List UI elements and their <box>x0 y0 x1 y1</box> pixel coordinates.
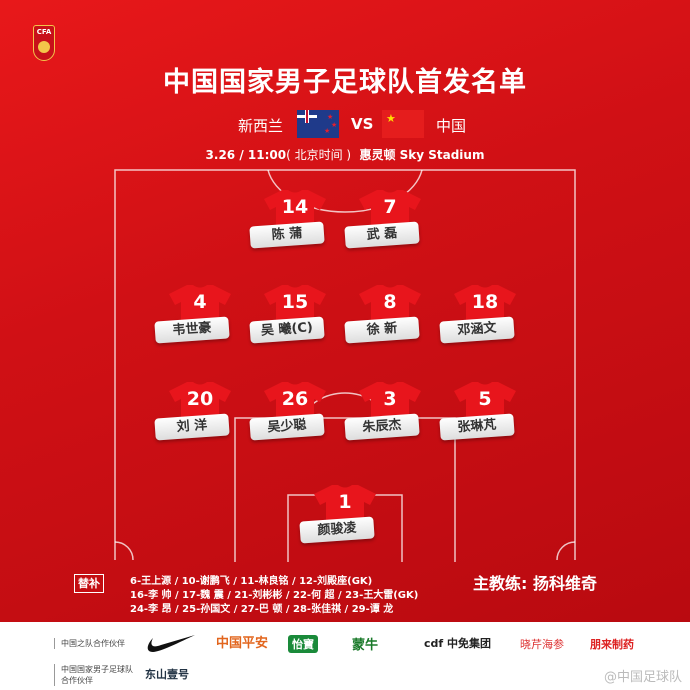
player-card: 1 颜骏凌 <box>299 485 390 555</box>
player-name: 武 磊 <box>344 221 420 249</box>
player-name: 吴少聪 <box>249 413 325 441</box>
player-number: 5 <box>478 388 492 410</box>
partner-label: 中国之队合作伙伴 <box>54 638 125 649</box>
player-name: 颜骏凌 <box>299 516 375 544</box>
player-number: 7 <box>383 196 397 218</box>
substitutes-label: 替补 <box>74 574 104 593</box>
sponsor-pingan: 中国平安 <box>216 636 269 651</box>
player-card: 8 徐 新 <box>344 285 435 355</box>
player-name: 韦世豪 <box>154 316 230 344</box>
player-name: 邓涵文 <box>439 316 515 344</box>
head-coach: 主教练: 扬科维奇 <box>473 574 597 593</box>
player-card: 15 吴 曦(C) <box>249 285 340 355</box>
sponsor-cbest: 怡寶 <box>288 635 318 653</box>
timezone: ( 北京时间 ) <box>286 148 352 162</box>
player-card: 20 刘 洋 <box>154 382 245 452</box>
sponsor-mengniu: 蒙牛 <box>352 638 379 653</box>
date-time: 3.26 / 11:00 <box>205 148 287 162</box>
player-card: 5 张琳芃 <box>439 382 530 452</box>
player-number: 26 <box>281 388 309 410</box>
substitutes-line: 16-李 帅 / 17-魏 震 / 21-刘彬彬 / 22-何 超 / 23-王… <box>130 590 419 601</box>
player-number: 15 <box>281 291 309 313</box>
substitutes-line: 6-王上源 / 10-谢鹏飞 / 11-林良铭 / 12-刘殿座(GK) <box>130 576 373 587</box>
match-header: 新西兰 ★ ★ ★ VS ★ 中国 <box>0 110 690 140</box>
player-number: 14 <box>281 196 309 218</box>
player-number: 1 <box>338 491 352 513</box>
substitutes-line: 24-李 昂 / 25-孙国文 / 27-巴 顿 / 28-张佳祺 / 29-谭… <box>130 604 394 615</box>
player-card: 18 邓涵文 <box>439 285 530 355</box>
player-name: 张琳芃 <box>439 413 515 441</box>
match-info: 3.26 / 11:00( 北京时间 ) 惠灵顿 Sky Stadium <box>0 146 690 163</box>
player-number: 18 <box>471 291 499 313</box>
player-name: 朱辰杰 <box>344 413 420 441</box>
sponsor-xiaoqin: 晓芹海参 <box>520 638 564 651</box>
player-card: 14 陈 蒲 <box>249 190 340 260</box>
player-card: 3 朱辰杰 <box>344 382 435 452</box>
cfa-logo: CFA <box>33 25 55 61</box>
partner-label: 中国国家男子足球队合作伙伴 <box>54 664 134 686</box>
away-team: 中国 <box>436 117 467 135</box>
sponsor-dongshan: 东山壹号 <box>145 668 189 681</box>
player-number: 8 <box>383 291 397 313</box>
sponsor-penglai: 朋来制药 <box>590 638 634 651</box>
player-card: 26 吴少聪 <box>249 382 340 452</box>
new-zealand-flag-icon: ★ ★ ★ <box>297 110 339 138</box>
china-flag-icon: ★ <box>382 110 424 138</box>
player-card: 4 韦世豪 <box>154 285 245 355</box>
player-number: 20 <box>186 388 214 410</box>
weibo-watermark: @中国足球队 <box>603 670 682 685</box>
player-name: 吴 曦(C) <box>249 316 325 344</box>
page-title: 中国国家男子足球队首发名单 <box>163 67 527 98</box>
pitch-lines <box>0 0 690 622</box>
nike-logo-icon <box>147 635 195 652</box>
player-number: 4 <box>193 291 207 313</box>
player-card: 7 武 磊 <box>344 190 435 260</box>
home-team: 新西兰 <box>238 117 284 135</box>
player-number: 3 <box>383 388 397 410</box>
sponsor-cdf: cdf 中免集团 <box>424 637 492 650</box>
player-name: 陈 蒲 <box>249 221 325 249</box>
player-name: 刘 洋 <box>154 413 230 441</box>
player-name: 徐 新 <box>344 316 420 344</box>
vs-label: VS <box>351 115 374 133</box>
venue: 惠灵顿 Sky Stadium <box>359 148 485 162</box>
